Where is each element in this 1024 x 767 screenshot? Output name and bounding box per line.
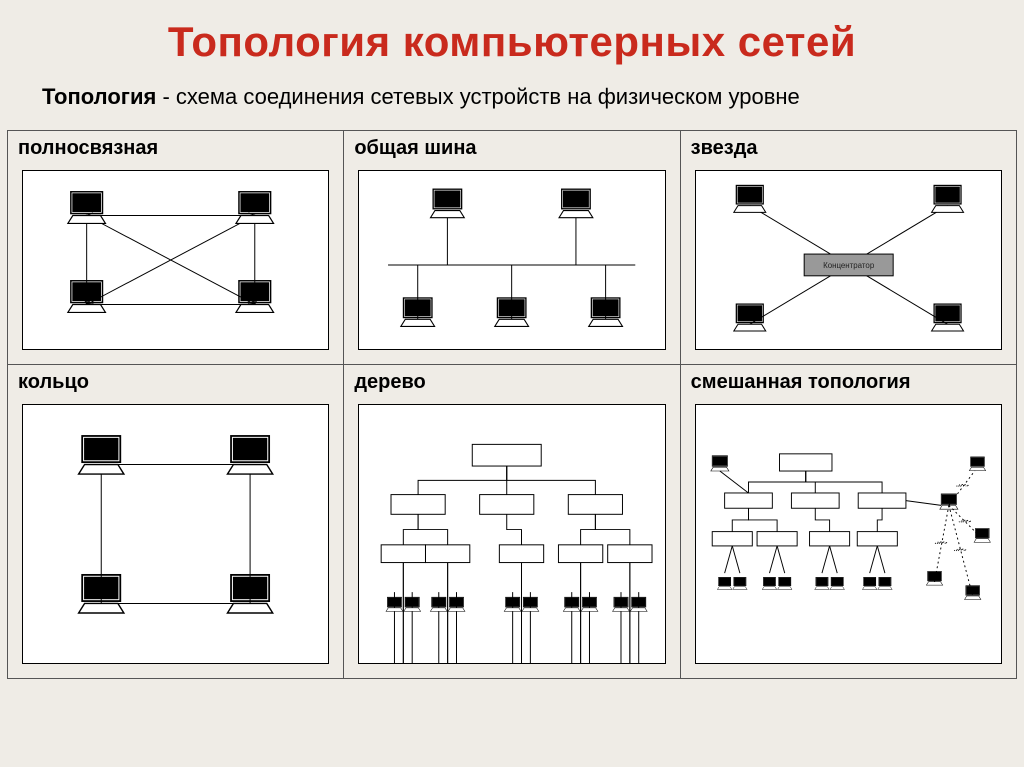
label-tree: дерево [344, 365, 679, 398]
topology-grid: полносвязная общая шина звезда Концентра… [7, 130, 1017, 679]
subtitle-term: Топология [42, 84, 156, 109]
cell-ring: кольцо [8, 365, 344, 679]
svg-text:Концентратор: Концентратор [823, 261, 875, 270]
label-mesh: полносвязная [8, 131, 343, 164]
diagram-star: Концентратор [695, 170, 1002, 350]
label-star: звезда [681, 131, 1016, 164]
subtitle: Топология - схема соединения сетевых уст… [0, 66, 1024, 130]
cell-mixed: смешанная топология [680, 365, 1016, 679]
diagram-tree [358, 404, 665, 664]
cell-bus: общая шина [344, 131, 680, 365]
diagram-mesh [22, 170, 329, 350]
cell-mesh: полносвязная [8, 131, 344, 365]
diagram-ring [22, 404, 329, 664]
subtitle-rest: - схема соединения сетевых устройств на … [156, 84, 799, 109]
label-bus: общая шина [344, 131, 679, 164]
cell-tree: дерево [344, 365, 680, 679]
diagram-mixed [695, 404, 1002, 664]
cell-star: звезда Концентратор [680, 131, 1016, 365]
page-title: Топология компьютерных сетей [0, 0, 1024, 66]
diagram-bus [358, 170, 665, 350]
label-mixed: смешанная топология [681, 365, 1016, 398]
label-ring: кольцо [8, 365, 343, 398]
